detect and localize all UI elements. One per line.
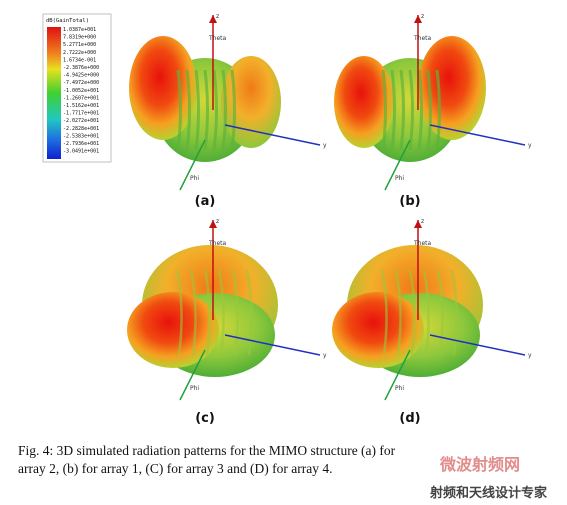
legend-value: -1.7717e+001 <box>63 111 99 117</box>
rib <box>217 269 225 356</box>
rib <box>203 269 211 356</box>
legend-value: -2.7936e+001 <box>63 141 99 147</box>
lobe <box>127 292 219 368</box>
watermark: 射频和天线设计专家 <box>429 485 548 501</box>
legend-value: -7.4972e+000 <box>63 80 99 86</box>
y-axis <box>429 124 526 146</box>
rib <box>408 69 414 151</box>
caption-line: Fig. 4: 3D simulated radiation patterns … <box>18 443 396 458</box>
axis-label: Theta <box>208 35 227 42</box>
legend-value: 1.6734e-001 <box>63 57 96 63</box>
rib <box>380 269 388 356</box>
y-axis <box>224 334 321 356</box>
x-axis <box>384 139 411 191</box>
legend-value: 7.8319e+000 <box>63 35 96 41</box>
legend-value: -1.0052e+001 <box>63 88 99 94</box>
legend-value: -3.0491e+001 <box>63 149 99 155</box>
legend-value: 1.0387e+001 <box>63 27 96 33</box>
lobe <box>334 56 394 148</box>
legend-value: 5.2771e+000 <box>63 42 96 48</box>
rib <box>231 269 239 356</box>
rib <box>221 69 227 151</box>
axis-label: Phi <box>190 385 199 392</box>
rib <box>381 69 387 151</box>
arrow <box>414 15 422 23</box>
arrow <box>414 220 422 228</box>
radiation-pattern: z Theta y Phi <box>332 218 532 401</box>
axis-label: Phi <box>395 385 404 392</box>
lobe <box>418 36 486 140</box>
y-axis <box>429 334 526 356</box>
x-axis <box>384 349 411 401</box>
legend-value: 2.7222e+000 <box>63 50 96 56</box>
radiation-pattern: z Theta y Phi <box>127 218 327 401</box>
axis-label: z <box>216 218 219 225</box>
axis-label: Theta <box>208 240 227 247</box>
panel-label: (b) <box>399 194 420 209</box>
x-axis <box>179 349 206 401</box>
legend-value: -2.2828e+001 <box>63 126 99 132</box>
axis-label: z <box>421 218 424 225</box>
watermark: 微波射频网 <box>439 455 520 474</box>
rib <box>189 269 197 356</box>
axis-label: z <box>421 13 424 20</box>
axis-label: Phi <box>395 175 404 182</box>
lobe <box>332 292 424 368</box>
rib <box>230 69 236 151</box>
legend-value: -1.2607e+001 <box>63 95 99 101</box>
x-axis <box>179 139 206 191</box>
axis-label: z <box>216 13 219 20</box>
legend-value: -2.5383e+001 <box>63 133 99 139</box>
legend-value: -2.0272e+001 <box>63 118 99 124</box>
rib <box>422 269 430 356</box>
rib <box>212 69 218 151</box>
panel-label: (a) <box>195 194 216 209</box>
axis-label: y <box>528 142 532 149</box>
rib <box>390 69 396 151</box>
rib <box>194 69 200 151</box>
rib <box>185 69 191 151</box>
arrow <box>209 220 217 228</box>
axis-label: Phi <box>190 175 199 182</box>
rib <box>245 269 253 356</box>
axis-label: y <box>323 142 327 149</box>
legend-value: -2.3876e+000 <box>63 65 99 71</box>
rib <box>450 269 458 356</box>
caption-line: array 2, (b) for array 1, (C) for array … <box>18 461 332 476</box>
panel-label: (c) <box>195 411 215 426</box>
rib <box>176 69 182 151</box>
rib <box>394 269 402 356</box>
legend-value: -1.5162e+001 <box>63 103 99 109</box>
lobe <box>129 36 197 140</box>
radiation-pattern: z Theta y Phi <box>334 13 532 191</box>
legend-title: dB(GainTotal) <box>46 18 89 24</box>
radiation-pattern: z Theta y Phi <box>129 13 327 191</box>
rib <box>175 269 183 356</box>
y-axis <box>224 124 321 146</box>
axis-label: Theta <box>413 240 432 247</box>
panel-label: (d) <box>399 411 420 426</box>
rib <box>435 69 441 151</box>
axis-label: y <box>323 352 327 359</box>
axis-label: Theta <box>413 35 432 42</box>
arrow <box>209 15 217 23</box>
rib <box>426 69 432 151</box>
axis-label: y <box>528 352 532 359</box>
rib <box>399 69 405 151</box>
lobe <box>221 56 281 148</box>
rib <box>436 269 444 356</box>
rib <box>417 69 423 151</box>
legend-value: -4.9425e+000 <box>63 73 99 79</box>
colorbar: dB(GainTotal) <box>42 13 112 163</box>
rib <box>408 269 416 356</box>
rib <box>203 69 209 151</box>
